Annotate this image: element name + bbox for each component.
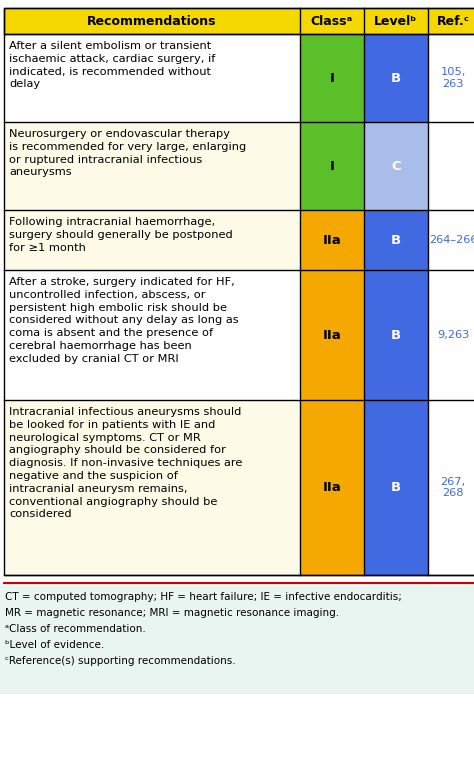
- Bar: [4, 400, 300, 575]
- Bar: [428, 34, 474, 122]
- Bar: [428, 210, 474, 270]
- Bar: [300, 400, 364, 575]
- Bar: [300, 270, 364, 400]
- Bar: [428, 270, 474, 400]
- Text: CT = computed tomography; HF = heart failure; IE = infective endocarditis;: CT = computed tomography; HF = heart fai…: [5, 592, 402, 602]
- Text: B: B: [391, 71, 401, 85]
- Bar: [0, 584, 474, 694]
- Bar: [300, 34, 364, 122]
- Text: IIa: IIa: [323, 328, 341, 342]
- Text: ᶜReference(s) supporting recommendations.: ᶜReference(s) supporting recommendations…: [5, 656, 236, 666]
- Bar: [4, 210, 300, 270]
- Bar: [364, 122, 428, 210]
- Text: 105,
263: 105, 263: [440, 67, 465, 89]
- Text: After a stroke, surgery indicated for HF,
uncontrolled infection, abscess, or
pe: After a stroke, surgery indicated for HF…: [9, 277, 238, 364]
- Bar: [364, 270, 428, 400]
- Text: Levelᵇ: Levelᵇ: [374, 14, 418, 27]
- Text: IIa: IIa: [323, 481, 341, 494]
- Text: ᵇLevel of evidence.: ᵇLevel of evidence.: [5, 640, 104, 650]
- Bar: [428, 122, 474, 210]
- Text: I: I: [329, 71, 335, 85]
- Text: MR = magnetic resonance; MRI = magnetic resonance imaging.: MR = magnetic resonance; MRI = magnetic …: [5, 608, 339, 618]
- Text: Recommendations: Recommendations: [87, 14, 217, 27]
- Text: Classᵃ: Classᵃ: [311, 14, 353, 27]
- Bar: [300, 210, 364, 270]
- Text: Neurosurgery or endovascular therapy
is recommended for very large, enlarging
or: Neurosurgery or endovascular therapy is …: [9, 129, 246, 177]
- Text: I: I: [329, 159, 335, 172]
- Bar: [364, 210, 428, 270]
- Text: 267,
268: 267, 268: [440, 477, 465, 499]
- Bar: [300, 122, 364, 210]
- Text: After a silent embolism or transient
ischaemic attack, cardiac surgery, if
indic: After a silent embolism or transient isc…: [9, 41, 215, 89]
- Text: C: C: [391, 159, 401, 172]
- Text: ᵃClass of recommendation.: ᵃClass of recommendation.: [5, 624, 146, 634]
- Bar: [364, 34, 428, 122]
- Text: 9,263: 9,263: [437, 330, 469, 340]
- Bar: [4, 122, 300, 210]
- Text: B: B: [391, 234, 401, 246]
- Text: Ref.ᶜ: Ref.ᶜ: [437, 14, 469, 27]
- Bar: [364, 400, 428, 575]
- Text: B: B: [391, 328, 401, 342]
- Bar: [4, 34, 300, 122]
- Text: Intracranial infectious aneurysms should
be looked for in patients with IE and
n: Intracranial infectious aneurysms should…: [9, 407, 242, 520]
- Bar: [428, 400, 474, 575]
- Text: Following intracranial haemorrhage,
surgery should generally be postponed
for ≥1: Following intracranial haemorrhage, surg…: [9, 217, 233, 252]
- Text: IIa: IIa: [323, 234, 341, 246]
- Text: 264–266: 264–266: [429, 235, 474, 245]
- Bar: [4, 270, 300, 400]
- Text: B: B: [391, 481, 401, 494]
- Bar: [4, 8, 474, 34]
- Bar: [4, 8, 474, 575]
